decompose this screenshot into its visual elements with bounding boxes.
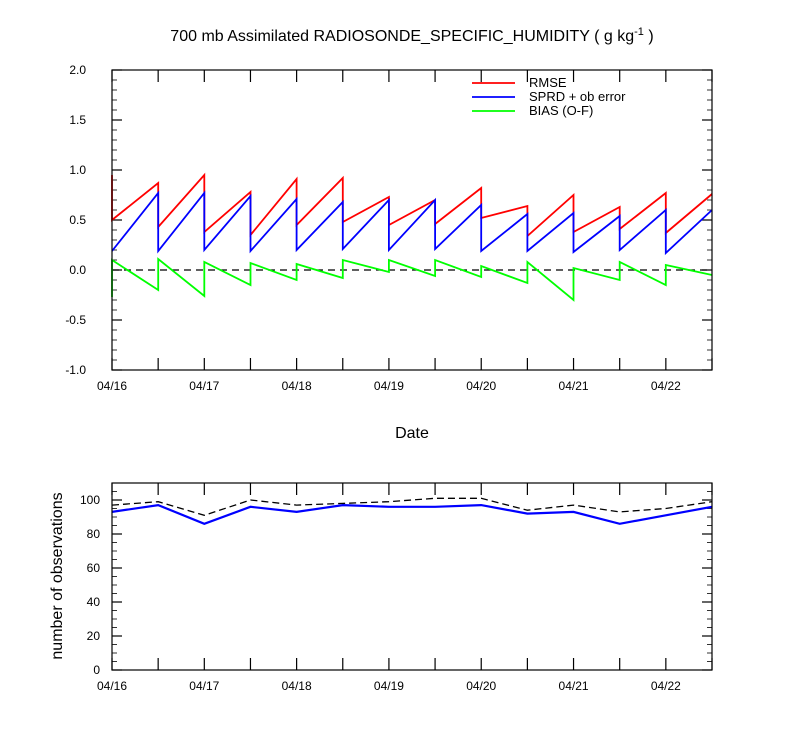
x-tick-label: 04/17	[189, 379, 219, 393]
y-tick-label: 2.0	[69, 63, 86, 77]
y-tick-label: 40	[87, 595, 101, 609]
x-tick-label: 04/19	[374, 679, 404, 693]
x-tick-label: 04/16	[97, 379, 127, 393]
x-tick-label: 04/21	[559, 679, 589, 693]
legend-label: RMSE	[529, 75, 567, 90]
series-line-0	[111, 172, 713, 239]
x-tick-label: 04/20	[466, 379, 496, 393]
x-tick-label: 04/22	[651, 379, 681, 393]
y-tick-label: 20	[87, 629, 101, 643]
series-line-1	[111, 190, 713, 256]
y-tick-label: 0.5	[69, 213, 86, 227]
x-tick-label: 04/22	[651, 679, 681, 693]
bottom-plot-panel: 04/16 04/17 04/18 04/19 04/20 04/21 04/22 0 20 40…	[80, 482, 713, 693]
x-tick-label: 04/17	[189, 679, 219, 693]
y-tick-label: 60	[87, 561, 101, 575]
legend-label: BIAS (O-F)	[529, 103, 593, 118]
obs-series-line-0	[111, 497, 713, 516]
y-tick-label: 0	[93, 663, 100, 677]
y-tick-label: -0.5	[65, 313, 86, 327]
y-tick-label: 1.5	[69, 113, 86, 127]
y-tick-label: 100	[80, 493, 100, 507]
obs-series-line-1	[111, 503, 713, 525]
y-tick-label: 80	[87, 527, 101, 541]
top-plot-frame	[111, 69, 713, 371]
y-axis-label-observations: number of observations	[49, 492, 66, 659]
y-tick-label: -1.0	[65, 363, 86, 377]
x-axis-label: Date	[395, 425, 429, 442]
x-tick-label: 04/16	[97, 679, 127, 693]
legend-label: SPRD + ob error	[529, 89, 626, 104]
x-tick-label: 04/20	[466, 679, 496, 693]
x-tick-label: 04/18	[282, 379, 312, 393]
top-plot-panel: 04/16 04/17 04/18 04/19 04/20 04/21 04/22 -1.0 -…	[65, 63, 713, 393]
y-tick-label: 1.0	[69, 163, 86, 177]
chart-title: 700 mb Assimilated RADIOSONDE_SPECIFIC_H…	[170, 26, 653, 45]
y-tick-label: 0.0	[69, 263, 86, 277]
x-tick-label: 04/19	[374, 379, 404, 393]
series-line-2	[111, 257, 713, 302]
bottom-plot-frame	[111, 482, 713, 671]
x-tick-label: 04/21	[559, 379, 589, 393]
x-tick-label: 04/18	[282, 679, 312, 693]
